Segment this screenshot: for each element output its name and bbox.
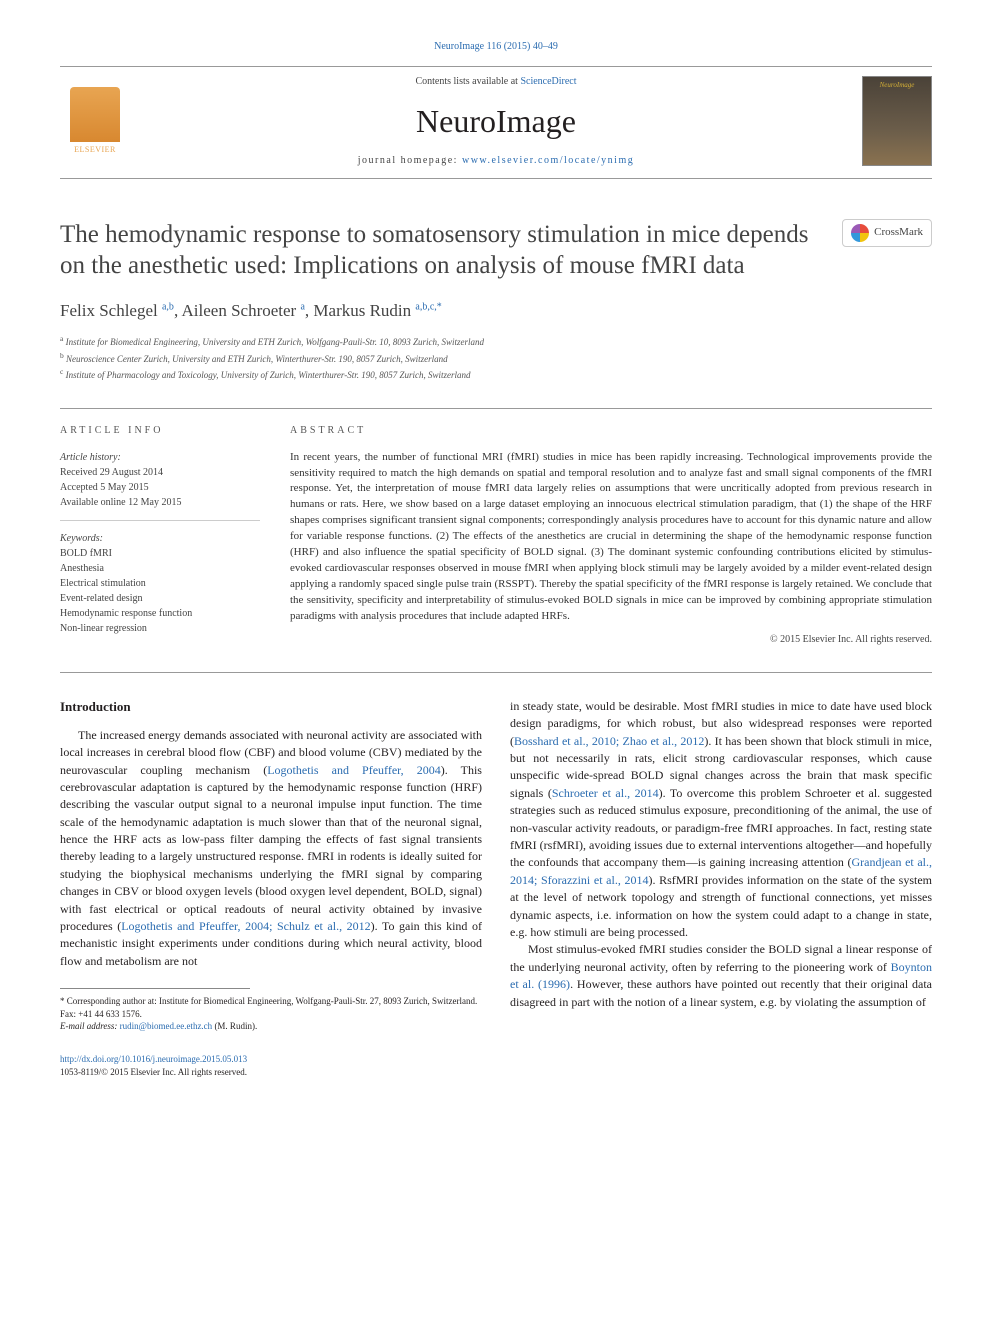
rule-bottom [60, 672, 932, 673]
affiliation-c: Institute of Pharmacology and Toxicology… [66, 370, 471, 380]
section-heading-introduction: Introduction [60, 698, 482, 717]
history-label: Article history: [60, 450, 260, 465]
sciencedirect-link[interactable]: ScienceDirect [520, 76, 576, 87]
keyword: Event-related design [60, 591, 260, 606]
affiliations: a Institute for Biomedical Engineering, … [60, 333, 932, 383]
citation-link[interactable]: NeuroImage 116 (2015) 40–49 [434, 41, 558, 52]
body-paragraph: The increased energy demands associated … [60, 727, 482, 970]
keyword: Electrical stimulation [60, 576, 260, 591]
doi-link[interactable]: http://dx.doi.org/10.1016/j.neuroimage.2… [60, 1054, 247, 1064]
body-paragraph: in steady state, would be desirable. Mos… [510, 698, 932, 941]
footnote-rule [60, 988, 250, 989]
article-title: The hemodynamic response to somatosensor… [60, 219, 842, 282]
corresponding-footnote: * Corresponding author at: Institute for… [60, 995, 482, 1020]
contents-line: Contents lists available at ScienceDirec… [130, 75, 862, 89]
author-sep: , [174, 301, 182, 320]
abstract-copyright: © 2015 Elsevier Inc. All rights reserved… [290, 633, 932, 647]
rule-top [60, 408, 932, 409]
journal-name: NeuroImage [130, 99, 862, 144]
page-footer: http://dx.doi.org/10.1016/j.neuroimage.2… [60, 1053, 932, 1078]
history-received: Received 29 August 2014 [60, 465, 260, 480]
affiliation-b: Neuroscience Center Zurich, University a… [66, 354, 448, 364]
body-text: Most stimulus-evoked fMRI studies consid… [510, 942, 932, 973]
email-footnote: E-mail address: rudin@biomed.ee.ethz.ch … [60, 1020, 482, 1033]
article-history: Article history: Received 29 August 2014… [60, 450, 260, 521]
crossmark-badge[interactable]: CrossMark [842, 219, 932, 247]
author-list: Felix Schlegel a,b, Aileen Schroeter a, … [60, 299, 932, 323]
crossmark-icon [851, 224, 869, 242]
journal-homepage-line: journal homepage: www.elsevier.com/locat… [130, 154, 862, 168]
contents-prefix: Contents lists available at [415, 76, 520, 87]
keyword: Non-linear regression [60, 621, 260, 636]
citation-link[interactable]: Schroeter et al., 2014 [552, 786, 659, 800]
journal-homepage-link[interactable]: www.elsevier.com/locate/ynimg [462, 155, 634, 166]
issn-line: 1053-8119/© 2015 Elsevier Inc. All right… [60, 1066, 932, 1079]
body-columns: Introduction The increased energy demand… [60, 698, 932, 1033]
keyword: BOLD fMRI [60, 546, 260, 561]
author-3-aff: a,b,c, [415, 302, 436, 313]
body-text: . However, these authors have pointed ou… [510, 977, 932, 1008]
author-3: Markus Rudin [313, 301, 415, 320]
keywords-block: Keywords: BOLD fMRI Anesthesia Electrica… [60, 531, 260, 636]
journal-cover-thumb: NeuroImage [862, 76, 932, 166]
email-who: (M. Rudin). [212, 1021, 257, 1031]
article-info-col: article info Article history: Received 2… [60, 424, 260, 647]
body-text: ). This cerebrovascular adaptation is ca… [60, 763, 482, 934]
citation-link[interactable]: Logothetis and Pfeuffer, 2004 [267, 763, 441, 777]
email-link[interactable]: rudin@biomed.ee.ethz.ch [120, 1021, 213, 1031]
abstract-label: abstract [290, 424, 932, 438]
history-accepted: Accepted 5 May 2015 [60, 480, 260, 495]
corresponding-star: * [437, 302, 442, 313]
citation-link[interactable]: Bosshard et al., 2010; Zhao et al., 2012 [514, 734, 704, 748]
abstract-text: In recent years, the number of functiona… [290, 450, 932, 625]
citation-header: NeuroImage 116 (2015) 40–49 [60, 40, 932, 54]
article-info-label: article info [60, 424, 260, 438]
keyword: Hemodynamic response function [60, 606, 260, 621]
keyword: Anesthesia [60, 561, 260, 576]
citation-link[interactable]: Logothetis and Pfeuffer, 2004; Schulz et… [121, 919, 370, 933]
author-1: Felix Schlegel [60, 301, 162, 320]
crossmark-label: CrossMark [874, 225, 923, 240]
author-1-aff: a,b [162, 302, 174, 313]
body-paragraph: Most stimulus-evoked fMRI studies consid… [510, 941, 932, 1011]
cover-thumb-title: NeuroImage [863, 81, 931, 91]
email-label: E-mail address: [60, 1021, 120, 1031]
abstract-col: abstract In recent years, the number of … [290, 424, 932, 647]
keywords-label: Keywords: [60, 531, 260, 546]
publisher-name: ELSEVIER [74, 144, 116, 155]
author-2: Aileen Schroeter [182, 301, 301, 320]
affiliation-a: Institute for Biomedical Engineering, Un… [66, 337, 484, 347]
homepage-prefix: journal homepage: [358, 155, 462, 166]
publisher-logo: ELSEVIER [60, 81, 130, 161]
history-online: Available online 12 May 2015 [60, 495, 260, 510]
elsevier-tree-icon [70, 87, 120, 142]
masthead: ELSEVIER Contents lists available at Sci… [60, 66, 932, 179]
